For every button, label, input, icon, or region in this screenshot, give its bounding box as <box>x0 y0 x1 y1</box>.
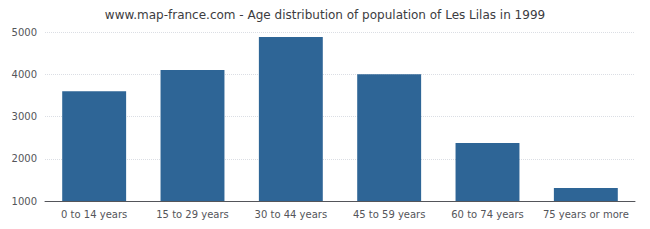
svg-text:3000: 3000 <box>12 111 37 122</box>
svg-text:2000: 2000 <box>12 153 37 164</box>
svg-text:60 to 74 years: 60 to 74 years <box>451 209 524 220</box>
svg-text:4000: 4000 <box>12 69 37 80</box>
svg-text:5000: 5000 <box>12 27 37 38</box>
svg-text:0 to 14 years: 0 to 14 years <box>61 209 127 220</box>
svg-text:75 years or more: 75 years or more <box>543 209 629 220</box>
svg-text:30 to 44 years: 30 to 44 years <box>255 209 328 220</box>
svg-text:www.map-france.com - Age distr: www.map-france.com - Age distribution of… <box>105 8 545 22</box>
svg-text:15 to 29 years: 15 to 29 years <box>156 209 229 220</box>
svg-text:45 to 59 years: 45 to 59 years <box>353 209 426 220</box>
svg-text:1000: 1000 <box>12 196 37 207</box>
